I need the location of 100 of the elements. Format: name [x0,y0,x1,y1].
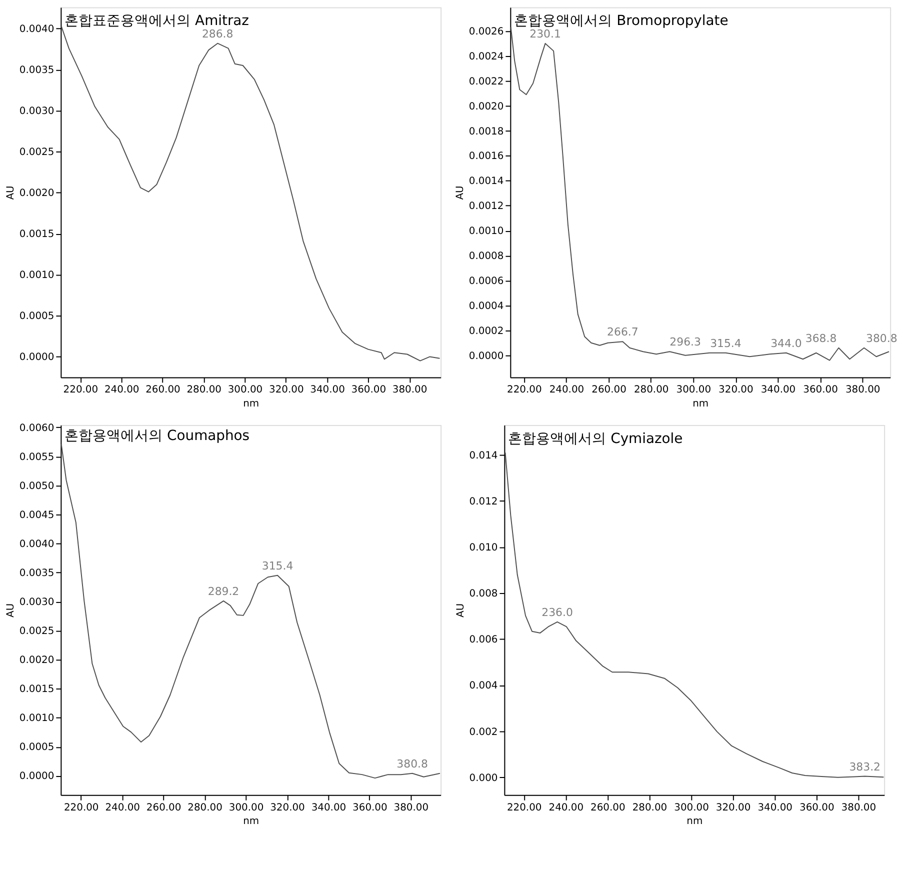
x-tick-label: 300.00 [228,802,264,814]
annotation: 296.3 [670,336,701,349]
y-tick-label: 0.0004 [468,300,504,312]
y-tick-label: 0.0026 [468,26,504,38]
y-axis-title: AU [454,186,466,200]
x-axis-title: nm [692,398,709,410]
chart-title: 혼합표준용액에서의 Amitraz [64,13,249,30]
y-tick-label: 0.0018 [468,126,504,138]
y-tick-label: 0.0000 [468,350,504,362]
y-tick-label: 0.012 [469,496,498,508]
y-tick-label: 0.0060 [19,422,54,434]
x-tick-label: 280.00 [632,802,668,814]
y-tick-label: 0.0030 [19,106,54,118]
y-tick-label: 0.0045 [19,510,54,521]
x-tick-label: 340.00 [311,802,346,814]
x-tick-label: 280.00 [634,384,669,396]
x-tick-label: 340.00 [760,384,796,396]
annotation: 344.0 [770,336,802,350]
chart-title: 혼합용액에서의 Coumaphos [64,428,250,444]
y-tick-label: 0.0020 [19,188,54,200]
y-tick-label: 0.0010 [19,713,54,724]
x-tick-label: 340.00 [758,802,792,814]
x-tick-label: 380.00 [392,384,428,396]
annotation: 289.2 [208,584,240,598]
x-tick-label: 240.00 [549,384,584,396]
x-tick-label: 360.00 [803,384,838,396]
x-tick-label: 360.00 [351,384,386,396]
y-tick-label: 0.0016 [468,151,504,162]
x-tick-label: 380.00 [845,384,880,396]
y-tick-label: 0.0050 [19,480,54,492]
x-tick-label: 220.00 [63,384,98,396]
x-tick-label: 260.00 [146,384,180,396]
x-tick-label: 240.00 [548,802,584,814]
y-tick-label: 0.0030 [19,596,54,608]
y-tick-label: 0.0022 [468,76,504,88]
y-tick-label: 0.0002 [468,326,504,337]
annotation: 368.8 [805,332,837,345]
chart-title: 혼합용액에서의 Cymiazole [508,430,683,447]
x-tick-label: 260.00 [590,802,626,814]
y-axis-title: AU [5,186,16,200]
annotation: 315.4 [262,559,294,572]
y-tick-label: 0.002 [469,726,498,738]
y-tick-label: 0.0015 [19,229,54,240]
y-tick-label: 0.0025 [19,147,54,158]
x-tick-label: 360.00 [800,802,834,814]
y-tick-label: 0.0024 [468,51,504,62]
x-tick-label: 260.00 [146,802,182,814]
chart-title: 혼합용액에서의 Bromopropylate [514,13,728,30]
y-tick-label: 0.0010 [19,270,54,282]
y-tick-label: 0.010 [469,542,498,554]
y-tick-label: 0.0000 [19,771,54,782]
y-tick-label: 0.0005 [19,311,54,322]
y-tick-label: 0.014 [469,450,498,462]
y-tick-label: 0.0055 [19,452,54,463]
x-tick-label: 220.00 [506,802,542,814]
annotation: 383.2 [849,760,881,774]
annotation: 380.8 [866,332,898,345]
y-axis-title: AU [5,603,16,618]
x-tick-label: 320.00 [716,802,751,814]
y-axis-title: AU [455,603,466,618]
y-tick-label: 0.0006 [468,276,504,287]
y-tick-label: 0.000 [469,772,498,784]
annotation: 380.8 [396,757,428,770]
y-tick-label: 0.008 [469,588,498,600]
x-tick-label: 320.00 [270,802,305,814]
x-tick-label: 280.00 [188,802,222,814]
annotation: 286.8 [202,27,234,40]
x-tick-label: 380.00 [394,802,429,814]
x-axis-title: nm [243,816,260,828]
y-tick-label: 0.0025 [19,626,54,638]
y-tick-label: 0.0035 [19,568,54,579]
y-tick-label: 0.0020 [468,101,504,112]
annotation: 266.7 [607,326,638,339]
x-tick-label: 320.00 [718,384,754,396]
x-tick-label: 260.00 [592,384,626,396]
x-tick-label: 240.00 [105,802,140,814]
annotation: 315.4 [710,336,742,350]
annotation: 236.0 [542,606,573,619]
x-tick-label: 380.00 [841,802,876,814]
x-tick-label: 280.00 [186,384,222,396]
x-tick-label: 220.00 [64,802,99,814]
x-tick-label: 220.00 [507,384,542,396]
x-tick-label: 340.00 [310,384,345,396]
y-tick-label: 0.004 [469,680,498,692]
x-tick-label: 300.00 [676,384,712,396]
annotation: 230.1 [530,27,561,40]
x-tick-label: 300.00 [228,384,263,396]
x-tick-label: 360.00 [352,802,388,814]
y-tick-label: 0.0000 [19,352,54,364]
y-tick-label: 0.0014 [468,176,504,188]
y-tick-label: 0.0015 [19,684,54,696]
y-tick-label: 0.0010 [468,226,504,238]
x-tick-label: 240.00 [104,384,140,396]
y-tick-label: 0.006 [469,634,498,646]
y-tick-label: 0.0040 [19,24,54,36]
x-axis-title: nm [243,398,260,410]
y-tick-label: 0.0020 [19,655,54,666]
y-tick-label: 0.0008 [468,251,504,262]
x-tick-label: 320.00 [268,384,304,396]
x-axis-title: nm [686,816,703,828]
